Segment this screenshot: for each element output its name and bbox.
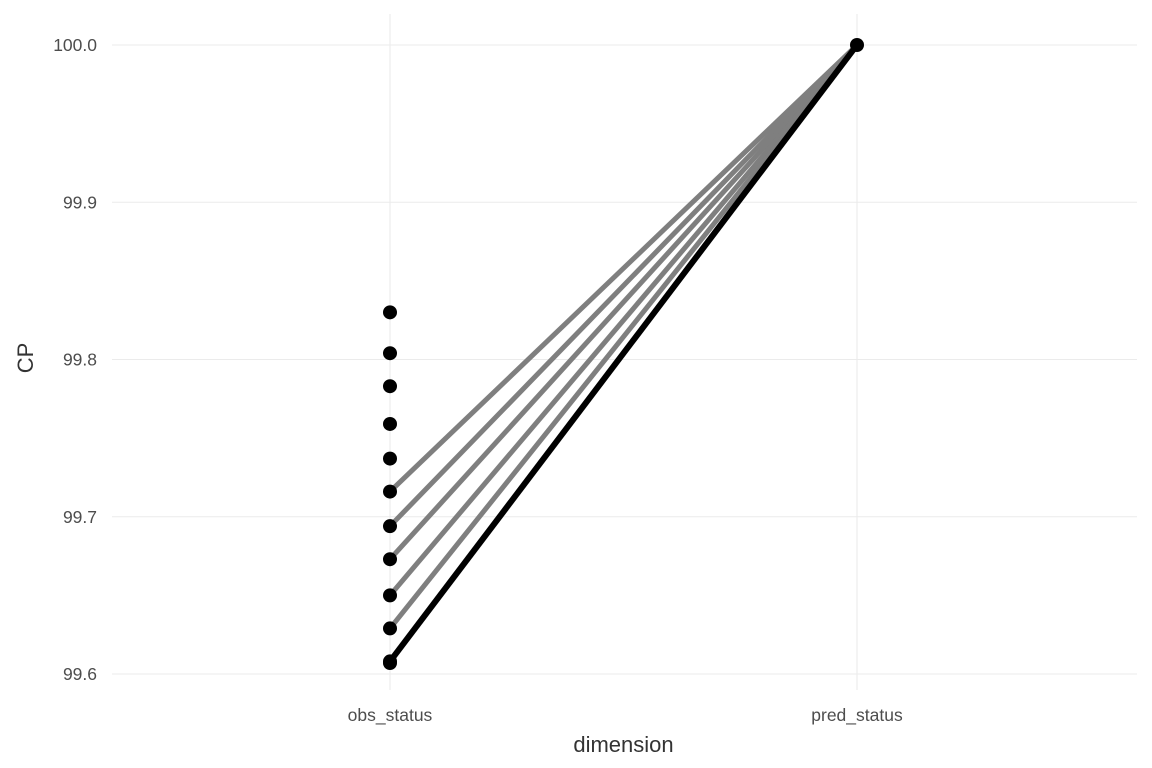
data-point xyxy=(383,379,397,394)
series-line-segment xyxy=(388,43,859,528)
data-point xyxy=(383,621,397,636)
y-axis-title: CP xyxy=(13,343,38,374)
x-tick-label: obs_status xyxy=(348,705,433,726)
y-tick-label: 99.8 xyxy=(63,350,97,370)
segments xyxy=(387,43,860,664)
series-line-segment xyxy=(388,43,859,494)
series-line-segment xyxy=(388,43,859,597)
x-axis-title: dimension xyxy=(573,732,673,757)
data-point xyxy=(383,588,397,603)
data-point xyxy=(383,416,397,431)
data-point xyxy=(383,305,397,320)
y-tick-label: 99.6 xyxy=(63,664,97,684)
y-tick-label: 99.7 xyxy=(63,507,97,527)
data-point xyxy=(383,484,397,499)
y-tick-label: 99.9 xyxy=(63,192,97,212)
y-tick-label: 100.0 xyxy=(53,35,97,55)
data-point xyxy=(383,346,397,361)
series-line-segment xyxy=(388,43,859,630)
data-point xyxy=(383,451,397,466)
data-point xyxy=(383,552,397,567)
series-line-segment xyxy=(387,43,860,664)
data-point xyxy=(383,519,397,534)
x-axis-tick-labels: obs_status pred_status xyxy=(348,705,903,726)
data-point xyxy=(850,38,864,52)
data-point xyxy=(383,655,397,670)
series-line-segment xyxy=(388,43,859,561)
y-axis-tick-labels: 99.6 99.7 99.8 99.9 100.0 xyxy=(53,35,97,684)
points xyxy=(383,38,864,670)
x-tick-label: pred_status xyxy=(811,705,903,726)
